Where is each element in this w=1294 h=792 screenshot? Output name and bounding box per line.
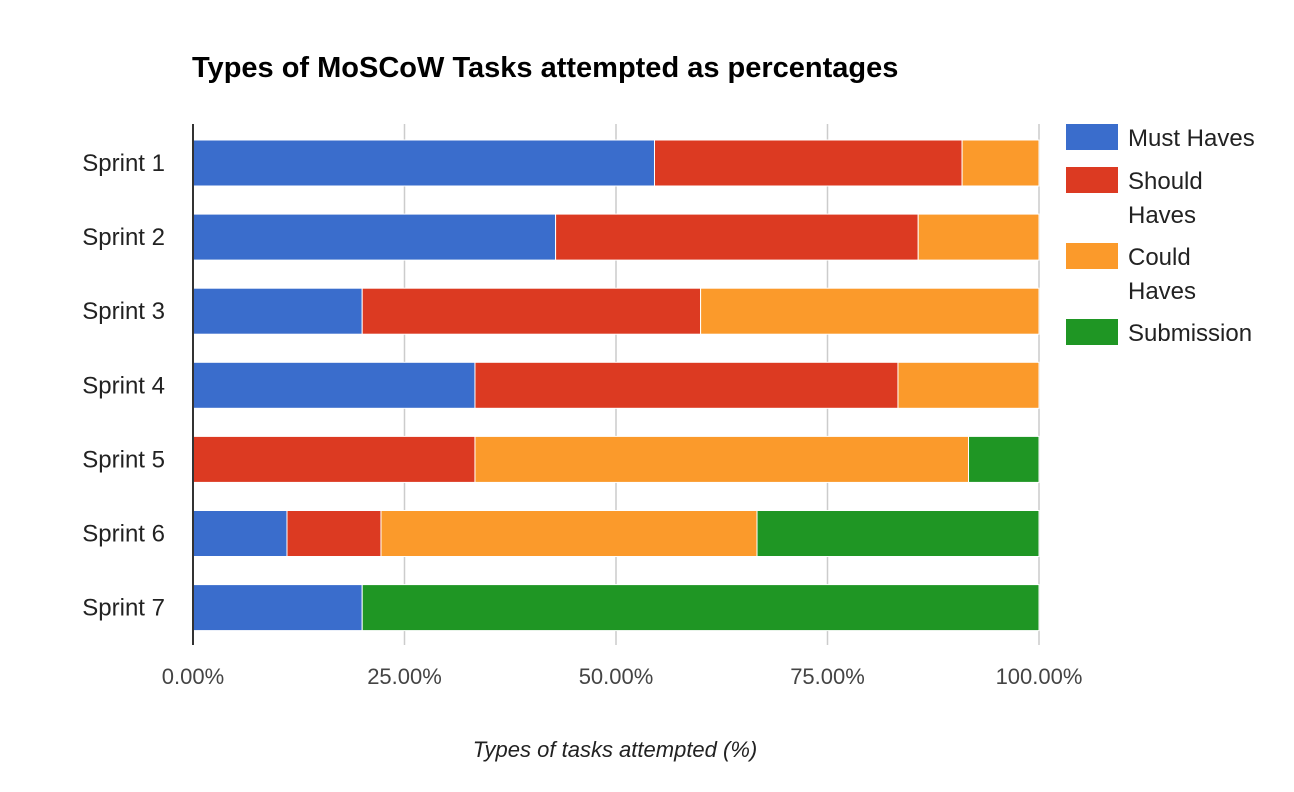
category-label: Sprint 3 bbox=[82, 298, 165, 325]
x-tick-label: 0.00% bbox=[162, 664, 224, 689]
bar-segment bbox=[917, 213, 1040, 261]
x-tick-label: 25.00% bbox=[367, 664, 442, 689]
legend-label: Should bbox=[1128, 168, 1203, 195]
bar-segment bbox=[192, 584, 363, 632]
category-label: Sprint 6 bbox=[82, 521, 165, 548]
bar-segment bbox=[555, 213, 919, 261]
bar-segment bbox=[192, 213, 557, 261]
tick-labels: 0.00% 25.00% 50.00% 75.00% 100.00% bbox=[162, 664, 1083, 689]
x-tick-label: 50.00% bbox=[579, 664, 654, 689]
legend-swatch bbox=[1066, 167, 1118, 193]
bar-segment bbox=[361, 584, 1040, 632]
category-label: Sprint 7 bbox=[82, 595, 165, 622]
legend-label: Could bbox=[1128, 244, 1191, 271]
bar-segment bbox=[192, 435, 476, 483]
bar-segment bbox=[653, 139, 963, 187]
legend-label: Haves bbox=[1128, 278, 1196, 305]
x-axis-title: Types of tasks attempted (%) bbox=[473, 737, 757, 762]
bar-segment bbox=[756, 510, 1040, 557]
category-label: Sprint 1 bbox=[82, 150, 165, 177]
bars bbox=[192, 139, 1040, 632]
category-labels: Sprint 1 Sprint 2 Sprint 3 Sprint 4 Sprint 5… bbox=[82, 150, 165, 622]
legend: Must Haves Should Haves Could Haves Submissio… bbox=[1066, 124, 1255, 347]
legend-swatch bbox=[1066, 124, 1118, 150]
bar-segment bbox=[192, 361, 476, 409]
bar-segment bbox=[192, 139, 655, 187]
legend-label: Must Haves bbox=[1128, 125, 1255, 152]
bar-segment bbox=[961, 139, 1040, 187]
bar-segment bbox=[192, 510, 288, 557]
legend-swatch bbox=[1066, 319, 1118, 345]
category-label: Sprint 4 bbox=[82, 372, 165, 399]
x-tick-label: 75.00% bbox=[790, 664, 865, 689]
legend-label: Submission bbox=[1128, 320, 1252, 347]
chart-title: Types of MoSCoW Tasks attempted as perce… bbox=[192, 52, 898, 84]
x-tick-label: 100.00% bbox=[996, 664, 1083, 689]
bar-segment bbox=[474, 361, 899, 409]
bar-segment bbox=[968, 435, 1040, 483]
bar-segment bbox=[286, 510, 382, 557]
bar-segment bbox=[474, 435, 970, 483]
bar-segment bbox=[361, 287, 702, 335]
category-label: Sprint 5 bbox=[82, 446, 165, 473]
legend-label: Haves bbox=[1128, 202, 1196, 229]
legend-swatch bbox=[1066, 243, 1118, 269]
bar-segment bbox=[700, 287, 1040, 335]
category-label: Sprint 2 bbox=[82, 224, 165, 251]
bar-segment bbox=[897, 361, 1040, 409]
bar-segment bbox=[192, 287, 363, 335]
bar-segment bbox=[380, 510, 758, 557]
